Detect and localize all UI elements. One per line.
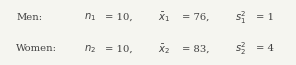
Text: $n_{1}$: $n_{1}$: [84, 12, 96, 23]
Text: $\bar{x}_{1}$: $\bar{x}_{1}$: [158, 11, 170, 25]
Text: = 83,: = 83,: [182, 44, 210, 53]
Text: Women:: Women:: [16, 44, 57, 53]
Text: = 10,: = 10,: [105, 13, 133, 22]
Text: $s_{2}^{2}$: $s_{2}^{2}$: [235, 40, 247, 57]
Text: $n_{2}$: $n_{2}$: [84, 43, 96, 55]
Text: = 1: = 1: [256, 13, 274, 22]
Text: = 4: = 4: [256, 44, 274, 53]
Text: = 10,: = 10,: [105, 44, 133, 53]
Text: $\bar{x}_{2}$: $\bar{x}_{2}$: [158, 42, 170, 56]
Text: Men:: Men:: [16, 13, 42, 22]
Text: $s_{1}^{2}$: $s_{1}^{2}$: [235, 9, 247, 26]
Text: = 76,: = 76,: [182, 13, 209, 22]
